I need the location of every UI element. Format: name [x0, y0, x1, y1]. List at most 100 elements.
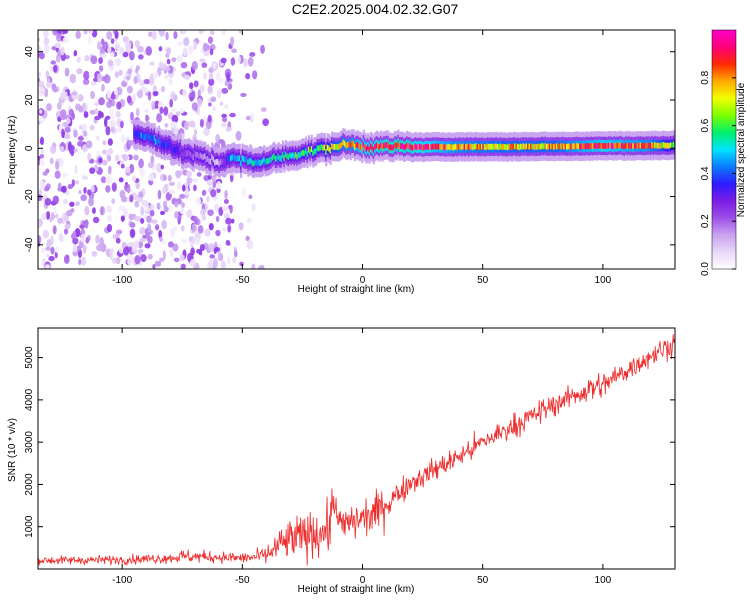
spectrogram-cell	[199, 152, 202, 159]
spectrogram-cell	[246, 217, 252, 224]
spectrogram-cell	[607, 142, 611, 149]
spectrogram-cell	[109, 52, 115, 59]
spectrogram-cell	[44, 264, 51, 269]
spectrogram-ytick-label: 40	[24, 46, 35, 58]
spectrogram-cell	[310, 146, 313, 152]
spectrogram-cell	[212, 62, 217, 69]
spectrogram-cell	[247, 159, 250, 166]
spectrogram-cell	[215, 71, 221, 82]
spectrogram-cell	[447, 143, 450, 150]
spectrogram-cell	[140, 255, 145, 261]
spectrogram-cell	[418, 143, 422, 150]
spectrogram-cell	[129, 51, 135, 61]
spectrogram-cell	[63, 133, 71, 140]
spectrogram-cell	[377, 143, 380, 149]
spectrogram-cell	[72, 237, 79, 245]
spectrogram-cell	[643, 143, 647, 150]
spectrogram-cell	[390, 144, 393, 151]
spectrogram-cell	[652, 143, 655, 149]
spectrogram-cell	[226, 72, 230, 82]
spectrogram-cell	[178, 148, 181, 155]
spectrogram-cell	[127, 257, 134, 266]
spectrogram-cell	[232, 153, 236, 160]
spectrogram-cell	[224, 80, 229, 87]
spectrogram-cell	[508, 143, 511, 150]
spectrogram-cell	[182, 89, 188, 97]
spectrogram-cell	[46, 239, 52, 248]
spectrogram-cell	[84, 205, 90, 216]
spectrogram-cell	[214, 203, 220, 212]
spectrogram-cell	[207, 114, 212, 123]
spectrogram-cell	[612, 143, 615, 150]
spectrogram-cell	[64, 67, 70, 77]
snr-xtick-label: -50	[235, 575, 250, 586]
snr-xtick-label: 50	[477, 575, 489, 586]
spectrogram-cell	[139, 227, 146, 235]
spectrogram-cell	[45, 246, 51, 251]
spectrogram-cell	[293, 153, 296, 160]
spectrogram-cell	[38, 37, 41, 42]
spectrogram-cell	[341, 141, 344, 148]
spectrogram-cell	[38, 77, 41, 83]
spectrogram-cell	[63, 254, 70, 265]
spectrogram-cell	[567, 143, 570, 150]
spectrogram-cell	[473, 143, 476, 150]
spectrogram-cell	[84, 55, 90, 62]
spectrogram-cell	[623, 143, 626, 150]
spectrogram-cell	[492, 144, 495, 150]
spectrogram-cell	[212, 156, 215, 163]
spectrogram-cell	[145, 46, 153, 56]
spectrogram-cell	[309, 148, 312, 155]
spectrogram-cell	[176, 181, 182, 191]
spectrogram-cell	[109, 108, 114, 116]
spectrogram-cell	[457, 143, 461, 150]
spectrogram-cell	[662, 142, 665, 148]
spectrogram-cell	[46, 82, 53, 88]
spectrogram-cell	[283, 155, 286, 161]
spectrogram-cell	[172, 243, 179, 252]
spectrogram-cell	[351, 140, 354, 147]
spectrogram-cell	[58, 232, 63, 243]
spectrogram-cell	[54, 42, 61, 49]
spectrogram-cell	[581, 143, 585, 150]
spectrogram-cell	[276, 155, 279, 162]
spectrogram-cell	[225, 126, 232, 132]
spectrogram-cell	[325, 148, 328, 155]
spectrogram-cell	[483, 144, 487, 150]
spectrogram-cell	[186, 209, 193, 219]
spectrogram-cell	[170, 227, 176, 238]
spectrogram-cell	[375, 142, 378, 149]
spectrogram-cell	[504, 144, 507, 150]
spectrogram-cell	[194, 197, 202, 206]
spectrogram-cell	[538, 143, 541, 150]
spectrogram-cell	[176, 146, 179, 152]
spectrogram-cell	[394, 142, 397, 148]
spectrogram-cell	[188, 149, 191, 156]
spectrogram-cell	[52, 86, 59, 93]
spectrogram-cell	[61, 172, 68, 178]
spectrogram-cell	[467, 144, 471, 151]
spectrogram-cell	[215, 158, 218, 165]
spectrogram-cell	[258, 265, 265, 269]
spectrogram-cell	[589, 143, 592, 150]
spectrogram-cell	[668, 142, 671, 149]
spectrogram-cell	[60, 46, 65, 56]
spectrogram-cell	[131, 242, 137, 252]
spectrogram-cell	[651, 142, 654, 148]
spectrogram-cell	[542, 143, 546, 150]
spectrogram-cell	[439, 144, 442, 151]
spectrogram-cell	[201, 189, 207, 196]
spectrogram-cell	[210, 189, 217, 198]
spectrogram-cell	[150, 134, 153, 141]
spectrogram-cell	[466, 143, 469, 150]
spectrogram-cell	[240, 92, 247, 97]
spectrogram-cell	[64, 126, 71, 133]
spectrogram-cell	[209, 258, 213, 267]
spectrogram-cell	[505, 144, 508, 151]
spectrogram-cell	[454, 143, 458, 150]
spectrogram-cell	[206, 155, 210, 162]
spectrogram-cell	[41, 247, 45, 253]
spectrogram-cell	[193, 128, 198, 136]
spectrogram-cell	[131, 93, 137, 102]
spectrogram-cell	[50, 60, 57, 65]
